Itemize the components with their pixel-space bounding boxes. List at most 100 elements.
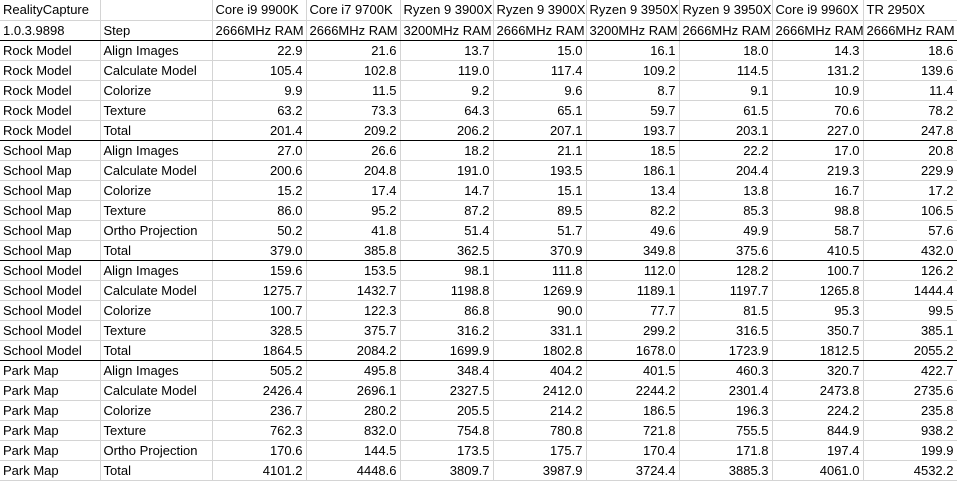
ram-header: 2666MHz RAM xyxy=(863,20,957,41)
value-cell: 214.2 xyxy=(493,400,587,421)
value-cell: 410.5 xyxy=(772,240,864,261)
step-cell: Align Images xyxy=(100,260,213,281)
value-cell: 2301.4 xyxy=(679,380,773,401)
value-cell: 100.7 xyxy=(212,300,307,321)
value-cell: 349.8 xyxy=(586,240,680,261)
step-cell: Calculate Model xyxy=(100,160,213,181)
value-cell: 13.8 xyxy=(679,180,773,201)
value-cell: 98.8 xyxy=(772,200,864,221)
project-cell: School Model xyxy=(0,260,101,281)
step-cell: Total xyxy=(100,460,213,481)
cpu-header: TR 2950X xyxy=(863,0,957,21)
value-cell: 11.5 xyxy=(306,80,401,101)
value-cell: 844.9 xyxy=(772,420,864,441)
value-cell: 18.6 xyxy=(863,40,957,61)
value-cell: 721.8 xyxy=(586,420,680,441)
value-cell: 1265.8 xyxy=(772,280,864,301)
project-cell: Rock Model xyxy=(0,120,101,141)
value-cell: 26.6 xyxy=(306,140,401,161)
value-cell: 17.2 xyxy=(863,180,957,201)
step-cell: Total xyxy=(100,240,213,261)
value-cell: 78.2 xyxy=(863,100,957,121)
value-cell: 1864.5 xyxy=(212,340,307,361)
value-cell: 17.0 xyxy=(772,140,864,161)
value-cell: 3809.7 xyxy=(400,460,494,481)
step-cell: Calculate Model xyxy=(100,380,213,401)
table-row: Park Map Colorize 236.7 280.2 205.5 214.2 186.… xyxy=(0,400,957,421)
value-cell: 204.4 xyxy=(679,160,773,181)
table-row: Park Map Texture 762.3 832.0 754.8 780.8 721.8… xyxy=(0,420,957,441)
value-cell: 229.9 xyxy=(863,160,957,181)
value-cell: 780.8 xyxy=(493,420,587,441)
value-cell: 109.2 xyxy=(586,60,680,81)
value-cell: 2244.2 xyxy=(586,380,680,401)
table-row: Rock Model Colorize 9.9 11.5 9.2 9.6 8.7 9.1 10.… xyxy=(0,80,957,101)
header-row-cpu: RealityCapture Core i9 9900K Core i7 970… xyxy=(0,0,957,21)
value-cell: 2412.0 xyxy=(493,380,587,401)
value-cell: 119.0 xyxy=(400,60,494,81)
ram-header: 2666MHz RAM xyxy=(679,20,773,41)
table-row: Rock Model Total 201.4 209.2 206.2 207.1 193.7… xyxy=(0,120,957,141)
step-cell: Texture xyxy=(100,200,213,221)
value-cell: 21.6 xyxy=(306,40,401,61)
value-cell: 13.4 xyxy=(586,180,680,201)
value-cell: 114.5 xyxy=(679,60,773,81)
value-cell: 1269.9 xyxy=(493,280,587,301)
value-cell: 95.3 xyxy=(772,300,864,321)
value-cell: 102.8 xyxy=(306,60,401,81)
value-cell: 128.2 xyxy=(679,260,773,281)
value-cell: 762.3 xyxy=(212,420,307,441)
value-cell: 41.8 xyxy=(306,220,401,241)
project-cell: Park Map xyxy=(0,380,101,401)
step-cell: Align Images xyxy=(100,40,213,61)
table-row: Park Map Align Images 505.2 495.8 348.4 404.2… xyxy=(0,360,957,381)
step-cell: Align Images xyxy=(100,140,213,161)
value-cell: 4101.2 xyxy=(212,460,307,481)
value-cell: 350.7 xyxy=(772,320,864,341)
value-cell: 938.2 xyxy=(863,420,957,441)
step-cell: Align Images xyxy=(100,360,213,381)
value-cell: 15.1 xyxy=(493,180,587,201)
table-row: School Model Align Images 159.6 153.5 98.1 11… xyxy=(0,260,957,281)
value-cell: 385.8 xyxy=(306,240,401,261)
value-cell: 77.7 xyxy=(586,300,680,321)
table-row: School Model Colorize 100.7 122.3 86.8 90.0 77… xyxy=(0,300,957,321)
value-cell: 18.2 xyxy=(400,140,494,161)
value-cell: 9.9 xyxy=(212,80,307,101)
table-row: School Map Total 379.0 385.8 362.5 370.9 349.8… xyxy=(0,240,957,261)
value-cell: 432.0 xyxy=(863,240,957,261)
project-cell: Park Map xyxy=(0,360,101,381)
value-cell: 18.0 xyxy=(679,40,773,61)
value-cell: 1275.7 xyxy=(212,280,307,301)
table-row: School Map Colorize 15.2 17.4 14.7 15.1 13.4 13… xyxy=(0,180,957,201)
value-cell: 126.2 xyxy=(863,260,957,281)
table-row: School Map Align Images 27.0 26.6 18.2 21.1 18… xyxy=(0,140,957,161)
value-cell: 236.7 xyxy=(212,400,307,421)
value-cell: 117.4 xyxy=(493,60,587,81)
ram-header: 2666MHz RAM xyxy=(772,20,864,41)
value-cell: 9.6 xyxy=(493,80,587,101)
value-cell: 159.6 xyxy=(212,260,307,281)
project-cell: Rock Model xyxy=(0,100,101,121)
value-cell: 99.5 xyxy=(863,300,957,321)
project-cell: Rock Model xyxy=(0,60,101,81)
value-cell: 89.5 xyxy=(493,200,587,221)
project-cell: Rock Model xyxy=(0,40,101,61)
value-cell: 832.0 xyxy=(306,420,401,441)
value-cell: 404.2 xyxy=(493,360,587,381)
value-cell: 11.4 xyxy=(863,80,957,101)
project-cell: School Model xyxy=(0,320,101,341)
value-cell: 1699.9 xyxy=(400,340,494,361)
cpu-header: Ryzen 9 3950X xyxy=(679,0,773,21)
value-cell: 100.7 xyxy=(772,260,864,281)
value-cell: 106.5 xyxy=(863,200,957,221)
ram-header: 3200MHz RAM xyxy=(400,20,494,41)
value-cell: 2084.2 xyxy=(306,340,401,361)
value-cell: 9.2 xyxy=(400,80,494,101)
value-cell: 422.7 xyxy=(863,360,957,381)
value-cell: 328.5 xyxy=(212,320,307,341)
value-cell: 209.2 xyxy=(306,120,401,141)
value-cell: 1198.8 xyxy=(400,280,494,301)
value-cell: 460.3 xyxy=(679,360,773,381)
value-cell: 2473.8 xyxy=(772,380,864,401)
